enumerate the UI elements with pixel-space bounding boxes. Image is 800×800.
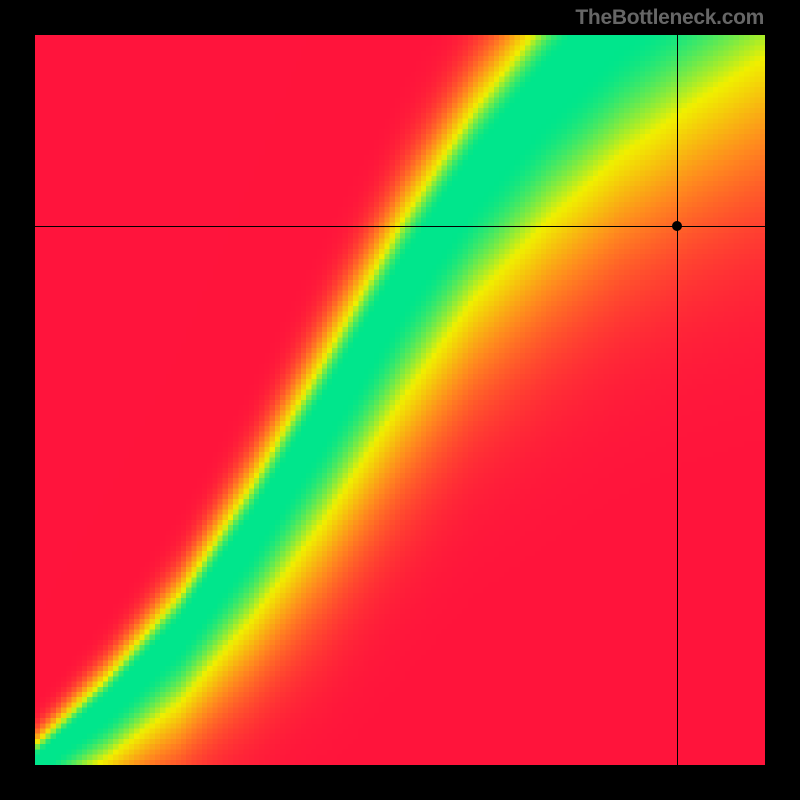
marker-dot — [672, 221, 682, 231]
crosshair-vertical — [677, 35, 678, 765]
heatmap-plot — [35, 35, 765, 765]
heatmap-canvas — [35, 35, 765, 765]
crosshair-horizontal — [35, 226, 765, 227]
watermark-text: TheBottleneck.com — [575, 6, 764, 30]
